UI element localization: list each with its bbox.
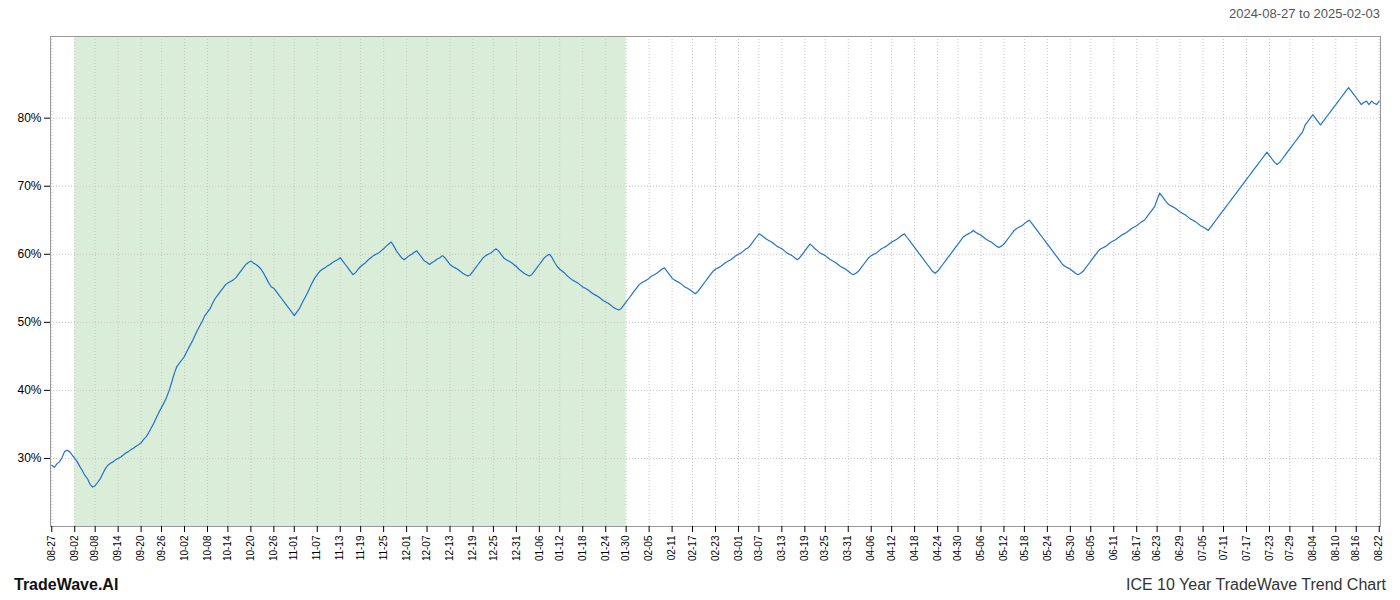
svg-text:06-23: 06-23 — [1151, 535, 1162, 561]
svg-text:05-06: 05-06 — [975, 535, 986, 561]
svg-text:60%: 60% — [17, 247, 41, 261]
svg-text:11-19: 11-19 — [355, 535, 366, 560]
svg-text:05-18: 05-18 — [1019, 535, 1030, 561]
svg-text:01-06: 01-06 — [534, 535, 545, 561]
svg-text:03-25: 03-25 — [819, 535, 830, 561]
svg-text:10-02: 10-02 — [179, 535, 190, 561]
svg-text:01-18: 01-18 — [577, 535, 588, 561]
svg-text:03-13: 03-13 — [776, 535, 787, 561]
svg-text:08-16: 08-16 — [1350, 535, 1361, 561]
svg-text:11-07: 11-07 — [311, 535, 322, 560]
svg-text:10-08: 10-08 — [202, 535, 213, 561]
svg-text:02-05: 02-05 — [643, 535, 654, 561]
svg-text:12-31: 12-31 — [511, 535, 522, 561]
svg-text:09-14: 09-14 — [112, 535, 123, 561]
svg-text:12-07: 12-07 — [421, 535, 432, 561]
svg-text:12-19: 12-19 — [467, 535, 478, 561]
svg-text:09-08: 09-08 — [89, 535, 100, 561]
svg-text:80%: 80% — [17, 111, 41, 125]
svg-text:03-01: 03-01 — [733, 535, 744, 561]
svg-text:03-31: 03-31 — [842, 535, 853, 561]
svg-text:07-17: 07-17 — [1241, 535, 1252, 561]
svg-text:04-18: 04-18 — [909, 535, 920, 561]
svg-text:05-24: 05-24 — [1042, 535, 1053, 561]
svg-text:07-29: 07-29 — [1284, 535, 1295, 561]
html-text:2024-08-27 to 2025-02-03: 2024-08-27 to 2025-02-03 — [1228, 6, 1380, 21]
svg-text:01-12: 01-12 — [554, 535, 565, 561]
svg-text:09-20: 09-20 — [135, 535, 146, 561]
svg-text:09-26: 09-26 — [156, 535, 167, 561]
svg-text:50%: 50% — [17, 315, 41, 329]
svg-text:03-07: 03-07 — [753, 535, 764, 561]
svg-text:08-04: 08-04 — [1307, 535, 1318, 561]
svg-text:04-24: 04-24 — [932, 535, 943, 561]
svg-text:07-05: 07-05 — [1197, 535, 1208, 561]
svg-text:04-30: 04-30 — [952, 535, 963, 561]
svg-text:10-14: 10-14 — [222, 535, 233, 561]
svg-text:04-12: 04-12 — [886, 535, 897, 561]
svg-text:01-30: 01-30 — [620, 535, 631, 561]
svg-text:05-12: 05-12 — [998, 535, 1009, 561]
svg-text:11-01: 11-01 — [288, 535, 299, 560]
svg-text:02-17: 02-17 — [687, 535, 698, 561]
svg-text:11-13: 11-13 — [334, 535, 345, 560]
svg-text:08-10: 08-10 — [1330, 535, 1341, 561]
svg-text:06-11: 06-11 — [1108, 535, 1119, 560]
svg-text:10-20: 10-20 — [245, 535, 256, 561]
svg-text:08-22: 08-22 — [1373, 535, 1384, 561]
svg-text:06-05: 06-05 — [1085, 535, 1096, 561]
svg-text:07-11: 07-11 — [1218, 535, 1229, 560]
svg-text:12-01: 12-01 — [401, 535, 412, 561]
svg-text:30%: 30% — [17, 451, 41, 465]
svg-text:02-11: 02-11 — [666, 535, 677, 560]
svg-text:09-02: 09-02 — [69, 535, 80, 561]
svg-text:40%: 40% — [17, 383, 41, 397]
svg-text:07-23: 07-23 — [1264, 535, 1275, 561]
svg-text:12-25: 12-25 — [488, 535, 499, 561]
svg-text:10-26: 10-26 — [268, 535, 279, 561]
svg-text:01-24: 01-24 — [600, 535, 611, 561]
svg-text:05-30: 05-30 — [1065, 535, 1076, 561]
html-text:ICE 10 Year TradeWave Trend Ch: ICE 10 Year TradeWave Trend Chart — [1126, 576, 1386, 593]
svg-text:02-23: 02-23 — [710, 535, 721, 561]
svg-text:70%: 70% — [17, 179, 41, 193]
svg-text:06-17: 06-17 — [1131, 535, 1142, 561]
svg-text:03-19: 03-19 — [799, 535, 810, 561]
svg-text:04-06: 04-06 — [865, 535, 876, 561]
svg-text:11-25: 11-25 — [378, 535, 389, 560]
svg-text:06-29: 06-29 — [1174, 535, 1185, 561]
html-text:TradeWave.AI: TradeWave.AI — [14, 576, 119, 593]
svg-text:12-13: 12-13 — [444, 535, 455, 561]
svg-text:08-27: 08-27 — [46, 535, 57, 561]
